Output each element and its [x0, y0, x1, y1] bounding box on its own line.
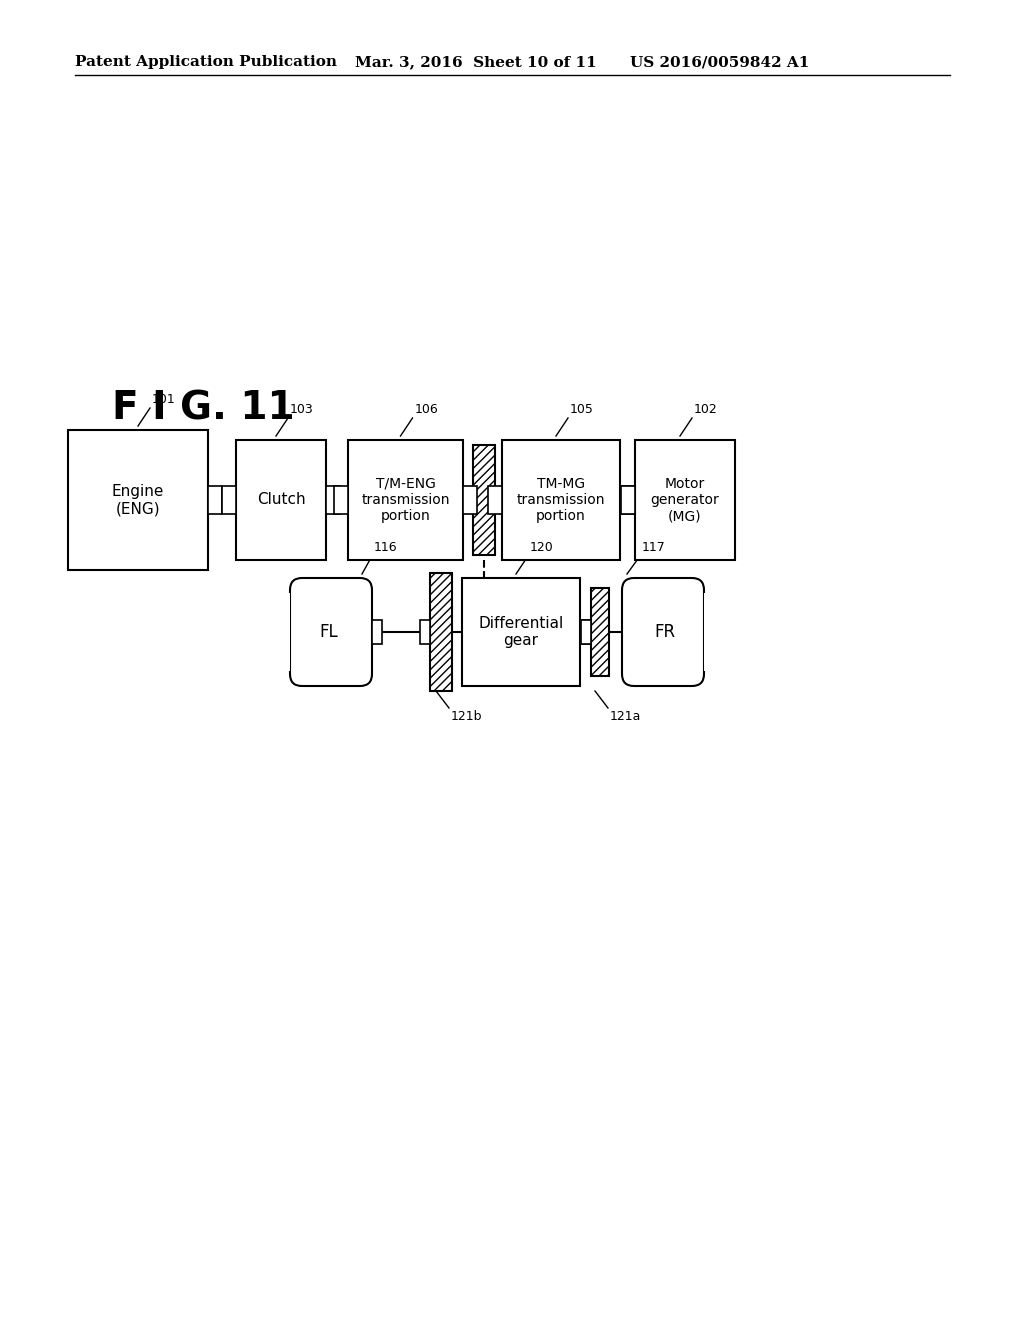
- Bar: [591, 587, 609, 676]
- Bar: [348, 440, 463, 560]
- Text: T/M-ENG
transmission
portion: T/M-ENG transmission portion: [361, 477, 450, 523]
- Bar: [635, 440, 735, 560]
- Bar: [282, 593, 290, 671]
- Bar: [222, 486, 236, 513]
- FancyBboxPatch shape: [622, 578, 705, 686]
- Bar: [326, 486, 340, 513]
- Bar: [334, 486, 348, 513]
- Bar: [420, 620, 430, 644]
- Text: 116: 116: [374, 541, 397, 554]
- Bar: [208, 486, 222, 513]
- Bar: [620, 486, 634, 513]
- Text: 117: 117: [642, 541, 666, 554]
- Text: 106: 106: [415, 403, 438, 416]
- Text: Clutch: Clutch: [257, 492, 305, 507]
- Text: 103: 103: [290, 403, 313, 416]
- Bar: [430, 573, 452, 690]
- Text: 121a: 121a: [610, 710, 641, 723]
- Text: 101: 101: [152, 393, 176, 407]
- Text: 120: 120: [530, 541, 554, 554]
- Text: 121b: 121b: [451, 710, 482, 723]
- Bar: [68, 430, 208, 570]
- Text: 105: 105: [570, 403, 594, 416]
- Bar: [372, 620, 382, 644]
- Text: TM-MG
transmission
portion: TM-MG transmission portion: [517, 477, 605, 523]
- Bar: [463, 486, 477, 513]
- Bar: [488, 486, 502, 513]
- Text: Motor
generator
(MG): Motor generator (MG): [650, 477, 720, 523]
- Bar: [621, 486, 635, 513]
- Text: US 2016/0059842 A1: US 2016/0059842 A1: [630, 55, 809, 69]
- Bar: [462, 578, 580, 686]
- Text: Patent Application Publication: Patent Application Publication: [75, 55, 337, 69]
- Text: 102: 102: [694, 403, 718, 416]
- Text: F I G. 11: F I G. 11: [112, 389, 295, 428]
- Text: FL: FL: [319, 623, 338, 642]
- Text: Mar. 3, 2016  Sheet 10 of 11: Mar. 3, 2016 Sheet 10 of 11: [355, 55, 597, 69]
- Text: Engine
(ENG): Engine (ENG): [112, 484, 164, 516]
- Bar: [705, 593, 712, 671]
- Text: Differential
gear: Differential gear: [478, 616, 563, 648]
- Bar: [236, 440, 326, 560]
- Bar: [473, 445, 495, 554]
- Bar: [581, 620, 591, 644]
- FancyBboxPatch shape: [290, 578, 372, 686]
- Text: FR: FR: [654, 623, 676, 642]
- Bar: [580, 620, 590, 644]
- Bar: [502, 440, 620, 560]
